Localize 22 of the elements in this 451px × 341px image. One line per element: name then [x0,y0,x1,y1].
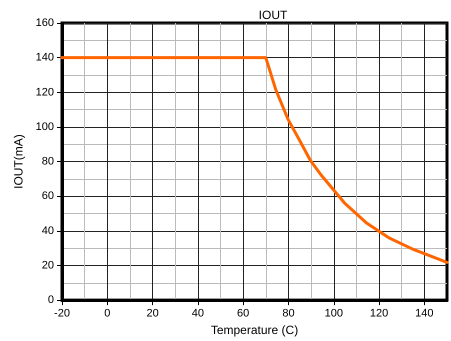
y-tick-label: 40 [42,224,54,237]
x-tick-label: 80 [282,308,295,320]
y-tick-label: 20 [42,259,54,272]
y-tick-label: 0 [48,294,54,306]
x-tick-label: 20 [146,308,159,320]
x-axis-title: Temperature (C) [210,323,298,337]
line-series [60,56,448,264]
x-tick-label: -20 [54,308,70,320]
y-axis-title: IOUT(mA) [12,134,26,189]
y-tick-label: 160 [36,17,54,29]
x-tick-label: 100 [324,308,343,320]
y-tick-label: 140 [36,52,54,64]
x-tick-label: 140 [415,308,434,320]
y-tick-label: 80 [42,156,54,168]
chart-title: IOUT [258,8,288,22]
x-tick-label: 120 [370,308,388,320]
x-tick-label: 40 [192,308,204,320]
x-tick-label: 60 [237,308,250,320]
y-tick-label: 100 [36,120,54,133]
x-tick-label: 0 [104,308,110,320]
y-tick-label: 60 [42,190,54,202]
y-tick-label: 120 [36,86,54,98]
